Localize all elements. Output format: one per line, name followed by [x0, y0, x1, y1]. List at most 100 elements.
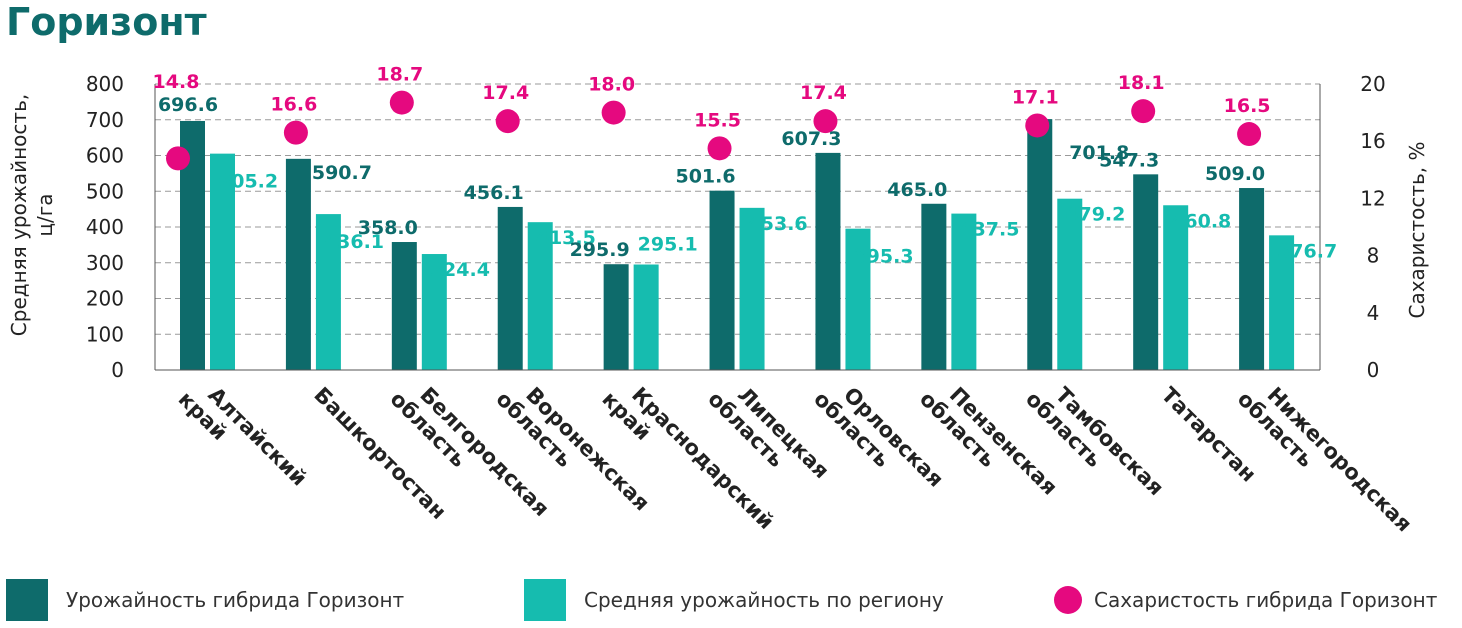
- label-regional: 453.6: [748, 213, 808, 235]
- bar-regional: [210, 153, 235, 370]
- bar-regional: [527, 222, 553, 370]
- y-left-tick-label: 700: [86, 108, 124, 132]
- legend-swatch-sugar: [1054, 586, 1082, 614]
- label-sugar: 17.1: [1012, 86, 1059, 108]
- bar-hybrid: [921, 203, 947, 370]
- y-left-tick-label: 200: [86, 287, 124, 311]
- label-hybrid: 547.3: [1099, 149, 1159, 171]
- y-left-axis-title-line: Средняя урожайность,: [7, 94, 31, 336]
- bar-hybrid: [285, 158, 311, 370]
- legend-swatch-hybrid: [6, 579, 48, 621]
- label-hybrid: 509.0: [1205, 163, 1265, 185]
- legend-label-hybrid: Урожайность гибрида Горизонт: [66, 588, 405, 612]
- label-regional: 295.1: [638, 234, 698, 256]
- y-right-tick-label: 16: [1360, 129, 1385, 153]
- y-left-tick-label: 800: [86, 72, 124, 96]
- label-sugar: 14.8: [153, 71, 200, 93]
- legend-label-regional: Средняя урожайность по региону: [584, 588, 944, 612]
- y-left-tick-label: 400: [86, 215, 124, 239]
- label-regional: 605.2: [218, 171, 278, 193]
- label-regional: 376.7: [1277, 240, 1337, 262]
- label-regional: 479.2: [1065, 204, 1125, 226]
- label-hybrid: 501.6: [675, 166, 735, 188]
- y-left-axis-title-line: ц/га: [33, 193, 57, 236]
- label-hybrid: 607.3: [781, 128, 841, 150]
- legend-item-regional: Средняя урожайность по региону: [524, 579, 944, 621]
- label-regional: 413.5: [536, 227, 596, 249]
- sugar-dot: [813, 109, 838, 134]
- label-hybrid: 701.8: [1069, 142, 1129, 164]
- label-hybrid: 696.6: [158, 94, 218, 116]
- x-tick-label-line: Нижегородская: [1263, 383, 1417, 537]
- label-regional: 324.4: [430, 259, 490, 281]
- y-left-tick-label: 100: [86, 322, 124, 346]
- x-tick-label: Нижегородскаяобласть: [1233, 370, 1417, 554]
- bar-regional: [1057, 198, 1083, 370]
- grid-lines: [155, 83, 1320, 335]
- label-regional: 436.1: [324, 231, 384, 253]
- sugar-dot: [1237, 122, 1262, 147]
- bar-hybrid: [497, 206, 523, 370]
- label-hybrid: 358.0: [358, 217, 418, 239]
- sugar-dot: [707, 136, 732, 161]
- bar-hybrid: [709, 190, 735, 370]
- label-sugar: 18.0: [588, 74, 635, 96]
- label-sugar: 18.7: [376, 64, 423, 86]
- chart: 0 100 200 300 400 500 600 700 800 0 4 8 12 16 20 Средня…: [7, 64, 1429, 554]
- bar-regional: [951, 213, 977, 370]
- bar-regional: [315, 214, 341, 370]
- label-hybrid: 456.1: [464, 182, 524, 204]
- y-left-tick-label: 300: [86, 251, 124, 275]
- label-sugar: 17.4: [800, 82, 847, 104]
- y-right-tick-label: 12: [1360, 186, 1385, 210]
- sugar-dot: [1131, 99, 1156, 124]
- legend-swatch-regional: [524, 579, 566, 621]
- sugar-dot: [283, 120, 308, 145]
- y-right-tick-label: 0: [1367, 358, 1380, 382]
- sugar-dot: [166, 146, 190, 171]
- label-hybrid: 465.0: [887, 179, 947, 201]
- bar-regional: [421, 254, 447, 370]
- sugar-dot: [495, 109, 520, 134]
- label-sugar: 16.6: [270, 94, 317, 116]
- label-sugar: 18.1: [1118, 72, 1165, 94]
- bar-regional: [739, 207, 765, 370]
- y-right-tick-label: 8: [1367, 244, 1380, 268]
- legend-item-hybrid: Урожайность гибрида Горизонт: [6, 579, 405, 621]
- sugar-dot: [389, 90, 414, 115]
- bar-hybrid: [391, 242, 417, 370]
- label-regional: 437.5: [959, 219, 1019, 241]
- y-left-tick-label: 500: [86, 179, 124, 203]
- page-title: Горизонт: [6, 0, 207, 44]
- legend-item-sugar: Сахаристость гибрида Горизонт: [1050, 580, 1437, 620]
- x-tick-label: Алтайскийкрай: [174, 370, 312, 508]
- label-sugar: 16.5: [1224, 95, 1271, 117]
- bar-hybrid: [1239, 188, 1265, 370]
- y-left-axis-title: Средняя урожайность, ц/га: [7, 94, 57, 336]
- bar-hybrid: [815, 152, 841, 370]
- label-sugar: 17.4: [482, 82, 529, 104]
- bar-regional: [633, 264, 659, 370]
- label-regional: 460.8: [1171, 210, 1231, 232]
- y-right-axis-title: Сахаристость, %: [1405, 141, 1429, 318]
- legend-label-sugar: Сахаристость гибрида Горизонт: [1094, 588, 1438, 612]
- label-sugar: 15.5: [694, 109, 741, 131]
- bar-regional: [1269, 235, 1295, 370]
- y-left-tick-label: 0: [111, 358, 124, 382]
- y-right-tick-label: 4: [1367, 301, 1380, 325]
- y-left-tick-label: 600: [86, 144, 124, 168]
- label-regional: 395.3: [853, 246, 913, 268]
- label-hybrid: 295.9: [570, 239, 630, 261]
- x-tick-label: Воронежскаяобласть: [491, 370, 654, 533]
- y-right-tick-label: 20: [1360, 72, 1385, 96]
- bar-hybrid: [603, 264, 629, 370]
- sugar-dot: [1025, 113, 1050, 138]
- sugar-dot: [601, 100, 626, 125]
- bar-hybrid: [1133, 174, 1159, 370]
- bar-regional: [845, 228, 871, 370]
- bar-regional: [1163, 205, 1189, 370]
- bar-hybrid: [1027, 119, 1053, 370]
- sugar-dots: [166, 90, 1262, 171]
- label-hybrid: 590.7: [312, 162, 372, 184]
